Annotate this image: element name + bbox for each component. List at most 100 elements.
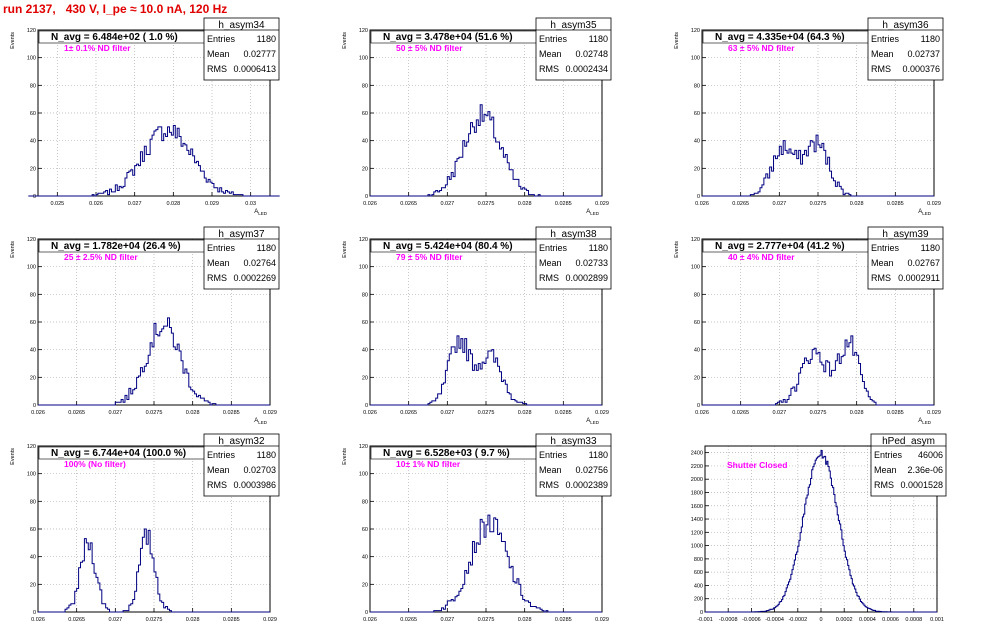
stat-value-entries: 1180 [257, 450, 276, 460]
stats-box [203, 226, 280, 290]
hist-name: hPed_asym [882, 436, 935, 447]
x-tick-label: 0.029 [595, 201, 609, 207]
stat-label-entries: Entries [874, 450, 903, 460]
stat-label-entries: Entries [871, 243, 900, 253]
y-axis-label: Events [10, 32, 16, 49]
stat-label-rms: RMS [539, 64, 559, 74]
y-axis-label: Events [342, 241, 348, 258]
stat-value-mean: 0.02748 [575, 49, 608, 59]
stat-label-rms: RMS [871, 64, 891, 74]
stat-label-mean: Mean [207, 465, 230, 475]
y-tick-label: 20 [362, 582, 368, 588]
stat-value-rms: 0.0002899 [565, 273, 608, 283]
stats-box [535, 226, 612, 290]
x-tick-label: 0.0265 [732, 410, 749, 416]
x-axis-label: ALED [586, 418, 600, 425]
y-tick-label: 40 [362, 139, 368, 145]
stats-box [870, 433, 947, 497]
y-tick-label: 20 [30, 582, 36, 588]
y-tick-label: 60 [362, 527, 368, 533]
y-tick-label: 100 [27, 56, 36, 62]
y-tick-label: 2400 [691, 451, 703, 457]
stat-value-mean: 0.02777 [243, 49, 276, 59]
x-tick-label: 0.026 [695, 201, 709, 207]
hist-name: h_asym36 [882, 20, 929, 31]
x-tick-label: -0.001 [697, 617, 713, 622]
x-tick-label: 0.026 [89, 201, 103, 207]
stat-value-rms: 0.0002911 [898, 273, 940, 283]
navg-label: N_avg = 1.782e+04 (26.4 %) [51, 241, 181, 252]
y-axis-label: Events [10, 241, 16, 258]
y-tick-label: 80 [362, 499, 368, 505]
y-tick-label: 1200 [691, 530, 703, 536]
x-tick-label: 0.0265 [732, 201, 749, 207]
y-tick-label: 80 [694, 292, 700, 298]
x-tick-label: 0.028 [518, 410, 532, 416]
x-tick-label: 0 [819, 617, 822, 622]
stat-label-rms: RMS [539, 273, 559, 283]
stat-label-entries: Entries [871, 34, 900, 44]
x-tick-label: 0.0285 [555, 617, 572, 622]
stat-value-mean: 2.36e-06 [907, 465, 943, 475]
y-tick-label: 20 [694, 375, 700, 381]
y-tick-label: 120 [691, 28, 700, 34]
stat-label-mean: Mean [871, 258, 894, 268]
stat-label-entries: Entries [207, 243, 236, 253]
y-tick-label: 0 [697, 194, 700, 200]
y-tick-label: 20 [30, 166, 36, 172]
stat-label-rms: RMS [207, 64, 227, 74]
x-tick-label: 0.0275 [478, 617, 495, 622]
stat-value-mean: 0.02767 [907, 258, 940, 268]
x-tick-label: 0.027 [440, 617, 454, 622]
x-tick-label: 0.029 [595, 410, 609, 416]
y-tick-label: 40 [30, 348, 36, 354]
stat-label-entries: Entries [207, 34, 236, 44]
stat-label-entries: Entries [539, 34, 568, 44]
hist-name: h_asym35 [550, 20, 597, 31]
stat-value-entries: 1180 [589, 34, 608, 44]
x-tick-label: 0.029 [263, 617, 277, 622]
filter-annotation: Shutter Closed [727, 460, 787, 470]
filter-annotation: 63 ± 5% ND filter [728, 43, 795, 53]
x-tick-label: 0.027 [108, 410, 122, 416]
x-tick-label: 0.029 [927, 410, 941, 416]
histogram-line [38, 528, 270, 613]
hist-name: h_asym37 [218, 229, 265, 240]
y-tick-label: 100 [27, 265, 36, 271]
y-tick-label: 1600 [691, 504, 703, 510]
y-tick-label: 600 [694, 570, 703, 576]
y-tick-label: 60 [694, 111, 700, 117]
y-tick-label: 20 [694, 166, 700, 172]
navg-label: N_avg = 6.484e+02 ( 1.0 %) [51, 32, 178, 43]
stat-value-mean: 0.02764 [243, 258, 276, 268]
x-tick-label: 0.0285 [223, 410, 240, 416]
hist-name: h_asym32 [218, 436, 265, 447]
y-tick-label: 80 [30, 499, 36, 505]
y-tick-label: 60 [30, 111, 36, 117]
stat-value-entries: 1180 [921, 243, 940, 253]
stat-label-rms: RMS [207, 273, 227, 283]
y-tick-label: 100 [359, 265, 368, 271]
y-tick-label: 120 [359, 444, 368, 450]
filter-annotation: 40 ± 4% ND filter [728, 252, 795, 262]
stat-value-entries: 1180 [257, 34, 276, 44]
stat-label-mean: Mean [207, 258, 230, 268]
x-tick-label: -0.0004 [765, 617, 784, 622]
x-tick-label: 0.026 [363, 410, 377, 416]
x-tick-label: 0.029 [263, 410, 277, 416]
x-tick-label: 0.0275 [478, 410, 495, 416]
hist-name: h_asym33 [550, 436, 597, 447]
x-tick-label: 0.027 [772, 201, 786, 207]
y-tick-label: 800 [694, 557, 703, 563]
stats-box [203, 17, 280, 81]
stat-value-entries: 46006 [918, 450, 943, 460]
y-tick-label: 100 [359, 56, 368, 62]
x-tick-label: 0.0285 [555, 410, 572, 416]
x-tick-label: -0.0006 [742, 617, 761, 622]
x-tick-label: 0.0265 [400, 410, 417, 416]
stats-box [867, 17, 944, 81]
histogram-pad-hPed_asym: -0.001 -0.0008 -0.0006 -0.0004 -0.0002 0 0.000… [691, 433, 947, 622]
y-tick-label: 2200 [691, 464, 703, 470]
histogram-pad-h_asym35: 0.026 0.0265 0.027 0.0275 0.028 0.0285 0.029 0 2… [342, 17, 612, 216]
stat-label-entries: Entries [539, 243, 568, 253]
